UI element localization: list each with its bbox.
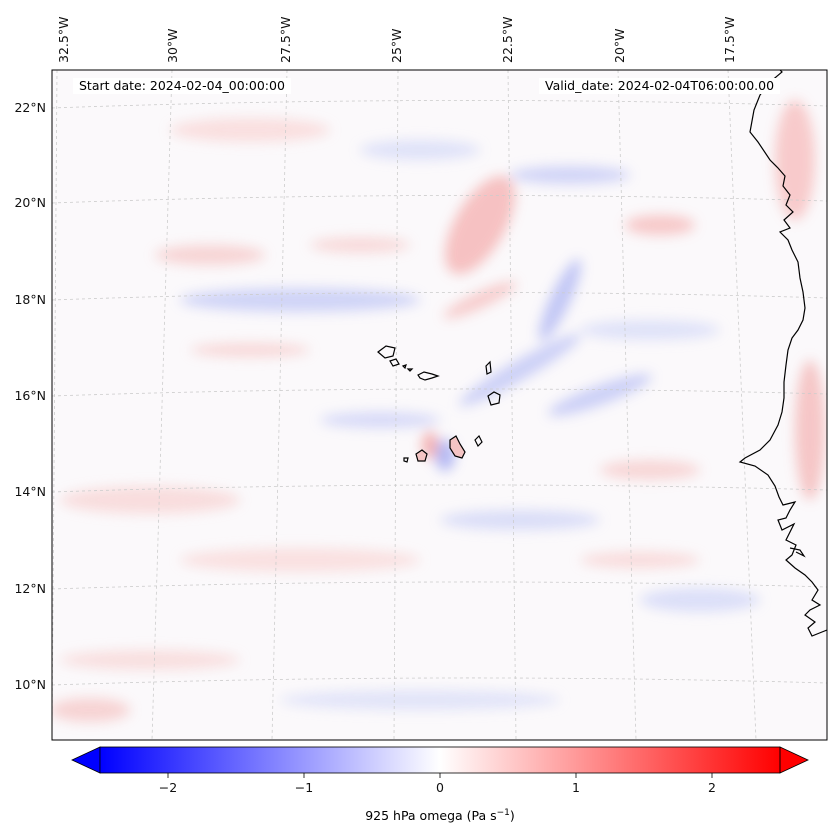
omega-field: [52, 100, 825, 722]
colorbar-ticks: −2 −1 0 1 2: [159, 773, 716, 795]
santiago: [449, 435, 466, 459]
colorbar-extend-high: [779, 746, 809, 774]
santo-antao: [377, 345, 396, 359]
coastlines: [738, 70, 827, 637]
cape-verde-islands: [377, 345, 501, 463]
lat-label: 14°N: [14, 484, 46, 499]
lat-label: 22°N: [14, 100, 46, 115]
fogo: [415, 449, 428, 462]
gridlines: [52, 70, 827, 740]
lon-label: 20°W: [612, 28, 627, 63]
maio: [474, 434, 483, 448]
lat-labels: 22°N 20°N 18°N 16°N 14°N 12°N 10°N: [14, 100, 46, 692]
lon-label: 25°W: [389, 28, 404, 63]
colorbar-tick-label: 1: [572, 780, 580, 795]
boa-vista: [487, 391, 501, 406]
colorbar-tick-label: 0: [436, 780, 444, 795]
lat-label: 18°N: [14, 292, 46, 307]
lon-label: 30°W: [165, 28, 180, 63]
colorbar-label-sup: −1: [496, 808, 510, 818]
start-date-label: Start date: 2024-02-04_00:00:00: [73, 78, 291, 94]
lon-label: 17.5°W: [722, 17, 737, 63]
colorbar-extend-low: [71, 746, 101, 774]
lon-label: 27.5°W: [278, 17, 293, 63]
lat-label: 10°N: [14, 677, 46, 692]
africa-coastline: [738, 70, 827, 637]
lat-label: 16°N: [14, 388, 46, 403]
colorbar-tick-label: 2: [708, 780, 716, 795]
colorbar-tick-label: −2: [159, 780, 177, 795]
lat-label: 12°N: [14, 581, 46, 596]
map-background: [52, 70, 827, 740]
colorbar-gradient: [100, 747, 780, 773]
sao-nicolau: [417, 371, 440, 381]
sal: [485, 360, 492, 375]
lon-labels: 32.5°W 30°W 27.5°W 25°W 22.5°W 20°W 17.5…: [56, 17, 737, 63]
map-frame: [51, 69, 828, 741]
brava: [403, 457, 409, 463]
sao-vicente: [389, 358, 400, 367]
colorbar-label-text: 925 hPa omega (Pa s: [365, 808, 497, 824]
lon-label: 32.5°W: [56, 17, 71, 63]
colorbar-tick-label: −1: [295, 780, 313, 795]
valid-date-label: Valid_date: 2024-02-04T06:00:00.00: [539, 78, 781, 94]
lat-label: 20°N: [14, 195, 46, 210]
lon-label: 22.5°W: [500, 17, 515, 63]
colorbar: −2 −1 0 1 2: [71, 746, 809, 795]
colorbar-label: 925 hPa omega (Pa s−1): [0, 808, 837, 823]
colorbar-label-end: ): [509, 808, 515, 824]
